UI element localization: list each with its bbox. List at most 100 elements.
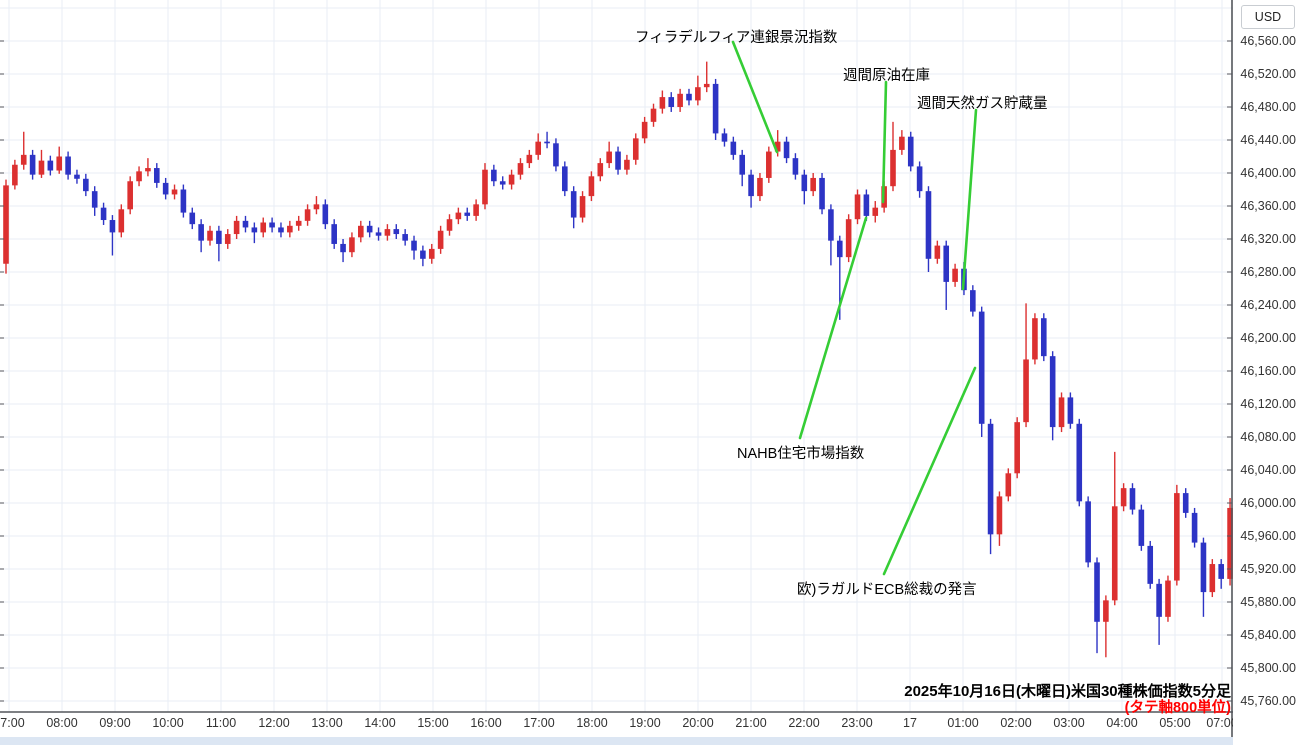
time-axis-label: 13:00 [311,716,343,730]
candle-body [224,234,231,244]
candle-body [74,174,80,179]
candle-body [100,207,107,221]
price-axis-label: 45,920.00 [1240,562,1296,576]
candle-body [313,204,320,210]
candle-body [260,222,267,233]
time-axis-label: 12:00 [258,716,290,730]
candle-body [12,164,18,186]
candle-body [615,151,621,170]
event-annotation-label: 週間原油在庫 [843,68,930,84]
candle-body [56,156,63,171]
candle-body [996,496,1003,535]
time-axis-label: 23:00 [841,716,873,730]
candle-body [872,207,879,216]
candle-body [491,169,497,182]
time-axis-label: 15:00 [417,716,449,730]
bottom-scrollbar-strip[interactable] [0,737,1233,745]
candle-body [393,229,400,235]
candle-body [1129,488,1136,510]
candle-body [1138,509,1145,546]
candle-body [570,191,577,218]
candle-body [340,243,346,253]
price-axis-label: 46,120.00 [1240,397,1296,411]
price-axis-label: 45,800.00 [1240,661,1296,675]
candle-body [1014,422,1020,474]
candle-body [783,141,790,159]
annotation-line [881,80,888,204]
candle-body [20,154,27,165]
candle-body [136,171,142,182]
candle-body [145,168,151,172]
candle-body [375,232,382,236]
time-axis-label: 11:00 [205,716,237,730]
candle-body [304,209,311,221]
candle-body [47,160,54,171]
candle-body [1085,501,1091,563]
candle-body [482,169,488,205]
candle-body [1191,512,1198,543]
time-axis-label: 05:00 [1159,716,1191,730]
event-annotation-label: NAHB住宅市場指数 [737,446,865,462]
candle-body [774,141,781,152]
price-axis-label: 45,880.00 [1240,595,1296,609]
candle-body [695,87,701,101]
candle-body [916,166,923,192]
candle-body [553,143,559,167]
candle-body [198,224,204,241]
candle-body [366,225,373,233]
event-annotation-label: 週間天然ガス貯蔵量 [917,96,1048,112]
candle-body [659,97,666,109]
candle-body [801,174,808,192]
time-axis-label: 14:00 [364,716,396,730]
candle-body [38,160,45,175]
candle-body [207,230,213,241]
candle-body [1165,580,1171,617]
candle-body [810,177,816,192]
candle-body [535,141,541,155]
candle-body [464,212,471,216]
candle-body [978,311,985,424]
candle-body [1147,545,1154,584]
candle-body [597,163,604,177]
candle-body [668,97,675,107]
axis-scale-note: (タテ軸800単位) [1124,700,1231,716]
candle-body [251,227,258,233]
candle-body [712,83,719,134]
candle-body [1023,359,1029,423]
candle-body [118,209,125,233]
candle-body [287,225,293,233]
candle-body [1174,493,1180,581]
candle-body [233,220,240,235]
time-axis-label: 01:00 [947,716,979,730]
event-annotation-label: 欧)ラガルドECB総裁の発言 [797,582,977,598]
price-axis-label: 46,480.00 [1240,100,1296,114]
candle-body [1156,583,1162,617]
candle-body [171,189,178,195]
price-axis-label: 45,840.00 [1240,628,1296,642]
price-axis-label: 46,040.00 [1240,463,1296,477]
candle-body [278,227,284,233]
candle-body [721,133,728,142]
candle-body [766,151,772,178]
candle-body [29,154,36,175]
candle-body [943,245,950,282]
time-axis-label: 17 [903,716,917,730]
price-axis-label: 46,520.00 [1240,67,1296,81]
candlestick-chart[interactable] [0,0,1233,745]
chart-title: 2025年10月16日(木曜日)米国30種株価指数5分足 [904,683,1231,700]
time-axis-label: 17:00 [523,716,555,730]
candle-body [109,220,116,233]
candle-body [1094,562,1100,622]
candle-body [162,182,169,195]
time-axis-label: 20:00 [682,716,714,730]
price-axis-label: 45,960.00 [1240,529,1296,543]
candle-body [3,185,9,264]
candle-body [1032,318,1038,360]
candle-body [836,240,843,258]
time-axis: 07:00 08:00 09:00 10:00 11:00 12:00 13:00 14:00… [0,714,1233,736]
time-axis-label: 03:00 [1053,716,1085,730]
candle-body [180,189,187,213]
candle-body [739,154,746,175]
candle-body [1111,506,1118,601]
